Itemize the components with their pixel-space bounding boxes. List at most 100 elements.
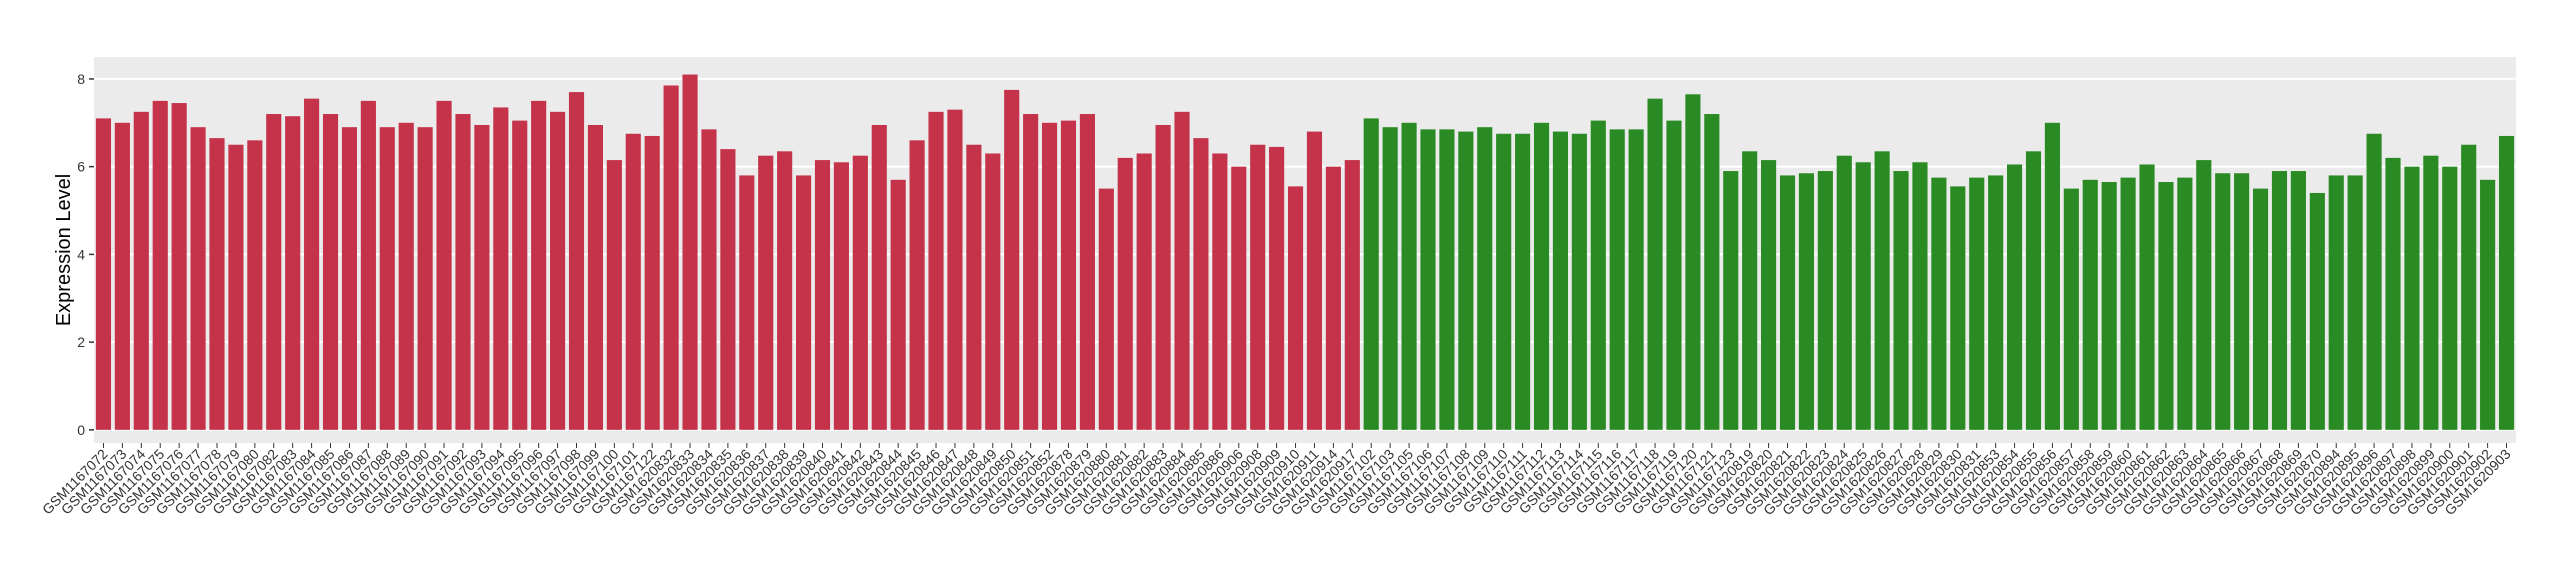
bar [1098,188,1114,430]
bar [2063,188,2079,430]
bar [928,111,944,430]
bar [512,120,528,430]
bar [985,153,1001,430]
bar [228,144,244,430]
bar [1420,129,1436,430]
bar [2252,188,2269,430]
bar [1458,131,1474,430]
bar [1912,162,1928,430]
bar [1515,133,1531,430]
bar [1988,175,2004,430]
bar [2234,173,2250,430]
bar [1893,171,1909,430]
bar [2385,157,2401,430]
bar [2196,160,2212,430]
bar [947,109,963,430]
bar [171,103,187,430]
bar [2347,175,2363,430]
bar [1306,131,1323,430]
bar [1079,114,1095,430]
bar [1496,133,1512,430]
bar [1023,114,1039,430]
bar [1287,186,1304,430]
bar [2366,133,2382,430]
bar [531,100,547,430]
bar [1363,118,1379,430]
y-axis-title: Expression Level [53,174,75,326]
bar [2271,171,2288,430]
bar [1174,111,1190,430]
bar [1117,157,1133,430]
bar [833,162,849,430]
bar [2007,164,2023,430]
bar [796,175,812,430]
bar [2404,166,2420,430]
bar [1571,133,1587,430]
bar [1666,120,1682,430]
bar [360,100,376,430]
bar [2158,182,2174,430]
bar [1155,124,1171,430]
bar [398,122,414,430]
bar [2328,175,2344,430]
bar [1609,129,1625,430]
bar [852,155,868,430]
bar [1193,138,1209,430]
bar [606,160,622,430]
bar [1041,122,1058,430]
bar [587,124,603,430]
bar [2423,155,2439,430]
bar [190,127,206,430]
bar [1590,120,1606,430]
bar [1798,173,1814,430]
bar [682,74,698,430]
bar [1647,98,1663,430]
bar [1250,144,1266,430]
bar [304,98,320,430]
bar [909,140,925,430]
bar [739,175,755,430]
bar [341,127,358,430]
bar [2498,135,2515,430]
bar [1874,151,1890,430]
bar [209,138,225,430]
bar [568,92,585,430]
bar [1817,171,1833,430]
bar [2215,173,2231,430]
bar [2480,179,2496,430]
bar [2044,122,2060,430]
bar [1231,166,1247,430]
bar [2309,192,2325,430]
y-tick-label: 4 [77,246,85,262]
bar [1931,177,1947,430]
bar [2082,179,2098,430]
bar [152,100,168,430]
bar [2177,177,2193,430]
bar [322,114,339,430]
bar [2120,177,2136,430]
bar [871,124,887,430]
bar [1779,175,1796,430]
bar [1704,114,1720,430]
bar [1060,120,1077,430]
bar [1477,127,1493,430]
bar [266,114,282,430]
bar [247,140,263,430]
bar [2025,151,2042,430]
bar [966,144,982,430]
bar [2461,144,2477,430]
bar [95,118,112,430]
bar [1004,89,1020,430]
bar [1439,129,1455,430]
bar [777,151,793,430]
bar [1401,122,1417,430]
bar [2290,171,2306,430]
bar [1628,129,1644,430]
bar [455,114,471,430]
bar [1136,153,1152,430]
bar [720,149,736,430]
bar [1552,131,1569,430]
bar [701,129,717,430]
